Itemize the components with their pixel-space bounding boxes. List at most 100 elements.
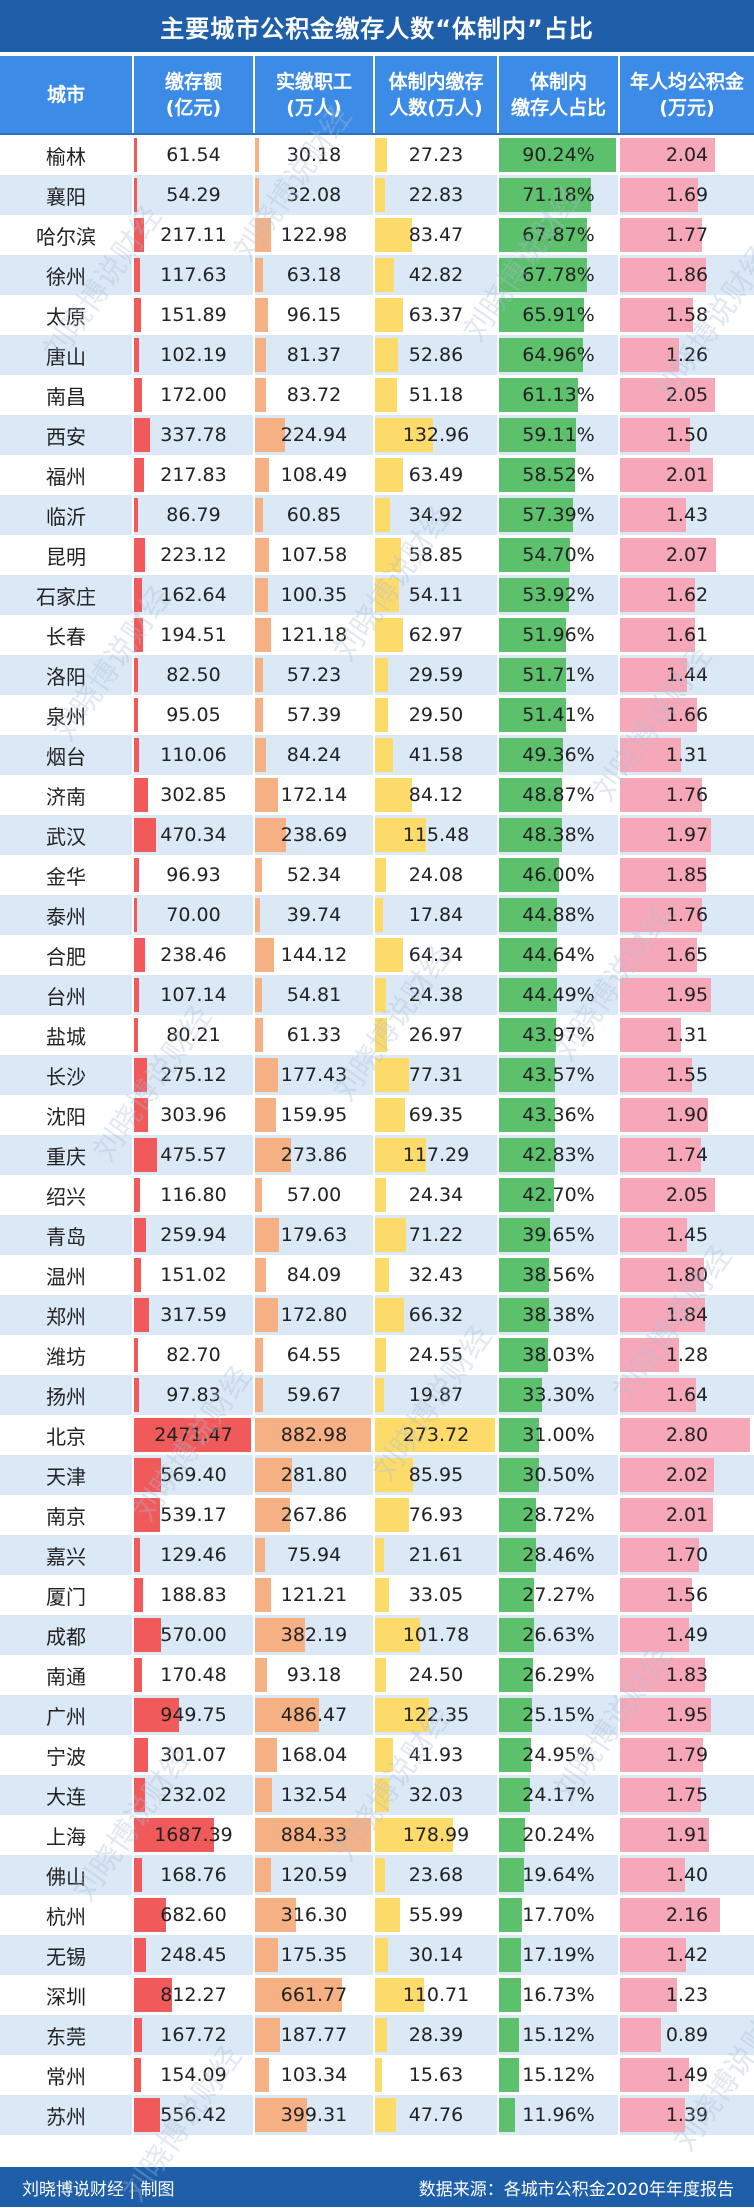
city-name: 唐山	[46, 344, 86, 369]
deposit-value: 223.12	[160, 544, 227, 566]
internal-value: 22.83	[408, 184, 464, 206]
avg-bar	[620, 1138, 701, 1172]
avg-bar	[620, 498, 686, 532]
deposit-cell: 97.83	[134, 1375, 255, 1415]
deposit-bar	[134, 2018, 142, 2052]
deposit-value: 167.72	[160, 2024, 227, 2046]
table-row: 榆林 61.54 30.18 27.23 90.24% 2.04	[0, 135, 754, 175]
workers-value: 57.39	[286, 704, 342, 726]
workers-cell: 75.94	[255, 1535, 375, 1575]
avg-cell: 1.39	[620, 2095, 754, 2135]
city-name: 临沂	[46, 504, 86, 529]
ratio-bar	[499, 138, 616, 172]
avg-cell: 1.62	[620, 575, 754, 615]
avg-cell: 2.04	[620, 135, 754, 175]
internal-value: 24.34	[408, 1184, 464, 1206]
city-name: 襄阳	[46, 184, 86, 209]
workers-bar	[255, 1698, 319, 1732]
avg-value: 2.02	[665, 1464, 709, 1486]
internal-bar	[375, 1778, 389, 1812]
internal-cell: 122.35	[375, 1695, 499, 1735]
internal-cell: 69.35	[375, 1095, 499, 1135]
internal-value: 62.97	[408, 624, 464, 646]
internal-bar	[375, 1458, 413, 1492]
avg-cell: 1.95	[620, 1695, 754, 1735]
ratio-value: 48.38%	[522, 824, 595, 846]
ratio-value: 26.29%	[522, 1664, 595, 1686]
workers-value: 32.08	[286, 184, 342, 206]
workers-cell: 316.30	[255, 1895, 375, 1935]
ratio-cell: 28.72%	[499, 1495, 620, 1535]
avg-cell: 1.85	[620, 855, 754, 895]
ratio-cell: 28.46%	[499, 1535, 620, 1575]
deposit-bar	[134, 458, 144, 492]
deposit-value: 117.63	[160, 264, 227, 286]
table-row: 潍坊 82.70 64.55 24.55 38.03% 1.28	[0, 1335, 754, 1375]
avg-cell: 1.69	[620, 175, 754, 215]
avg-value: 1.26	[665, 344, 709, 366]
ratio-cell: 51.41%	[499, 695, 620, 735]
avg-cell: 1.95	[620, 975, 754, 1015]
avg-value: 1.65	[665, 944, 709, 966]
city-name: 青岛	[46, 1224, 86, 1249]
deposit-cell: 167.72	[134, 2015, 255, 2055]
ratio-cell: 46.00%	[499, 855, 620, 895]
city-cell: 长沙	[0, 1055, 134, 1095]
ratio-value: 25.15%	[522, 1704, 595, 1726]
ratio-bar	[499, 258, 587, 292]
workers-cell: 57.00	[255, 1175, 375, 1215]
deposit-cell: 151.89	[134, 295, 255, 335]
city-cell: 青岛	[0, 1215, 134, 1255]
avg-cell: 1.90	[620, 1095, 754, 1135]
deposit-value: 170.48	[160, 1664, 227, 1686]
internal-cell: 101.78	[375, 1615, 499, 1655]
internal-cell: 63.37	[375, 295, 499, 335]
workers-bar	[255, 778, 278, 812]
ratio-value: 26.63%	[522, 1624, 595, 1646]
ratio-cell: 26.63%	[499, 1615, 620, 1655]
table-row: 东莞 167.72 187.77 28.39 15.12% 0.89	[0, 2015, 754, 2055]
workers-value: 54.81	[286, 984, 342, 1006]
workers-bar	[255, 1498, 290, 1532]
ratio-bar	[499, 1978, 521, 2012]
ratio-cell: 11.96%	[499, 2095, 620, 2135]
internal-bar	[375, 1418, 495, 1452]
internal-value: 27.23	[408, 144, 464, 166]
deposit-cell: 54.29	[134, 175, 255, 215]
workers-value: 60.85	[286, 504, 342, 526]
deposit-cell: 812.27	[134, 1975, 255, 2015]
avg-value: 1.45	[665, 1224, 709, 1246]
avg-value: 1.58	[665, 304, 709, 326]
deposit-cell: 259.94	[134, 1215, 255, 1255]
internal-cell: 71.22	[375, 1215, 499, 1255]
ratio-cell: 33.30%	[499, 1375, 620, 1415]
ratio-bar	[499, 1658, 533, 1692]
city-name: 常州	[46, 2064, 86, 2089]
workers-bar	[255, 178, 259, 212]
table-row: 烟台 110.06 84.24 41.58 49.36% 1.31	[0, 735, 754, 775]
avg-bar	[620, 1458, 714, 1492]
avg-value: 1.28	[665, 1344, 709, 1366]
internal-cell: 84.12	[375, 775, 499, 815]
deposit-bar	[134, 538, 145, 572]
deposit-cell: 154.09	[134, 2055, 255, 2095]
city-name: 武汉	[46, 824, 86, 849]
table-row: 苏州 556.42 399.31 47.76 11.96% 1.39	[0, 2095, 754, 2135]
table-row: 扬州 97.83 59.67 19.87 33.30% 1.64	[0, 1375, 754, 1415]
workers-bar	[255, 1098, 276, 1132]
avg-bar	[620, 1058, 692, 1092]
ratio-cell: 30.50%	[499, 1455, 620, 1495]
city-cell: 西安	[0, 415, 134, 455]
internal-cell: 24.38	[375, 975, 499, 1015]
city-cell: 温州	[0, 1255, 134, 1295]
deposit-value: 82.70	[166, 1344, 221, 1366]
city-name: 嘉兴	[46, 1544, 86, 1569]
workers-bar	[255, 138, 259, 172]
table-row: 西安 337.78 224.94 132.96 59.11% 1.50	[0, 415, 754, 455]
internal-value: 84.12	[408, 784, 464, 806]
deposit-cell: 301.07	[134, 1735, 255, 1775]
avg-cell: 1.84	[620, 1295, 754, 1335]
ratio-bar	[499, 1538, 536, 1572]
ratio-value: 24.95%	[522, 1744, 595, 1766]
table-row: 济南 302.85 172.14 84.12 48.87% 1.76	[0, 775, 754, 815]
